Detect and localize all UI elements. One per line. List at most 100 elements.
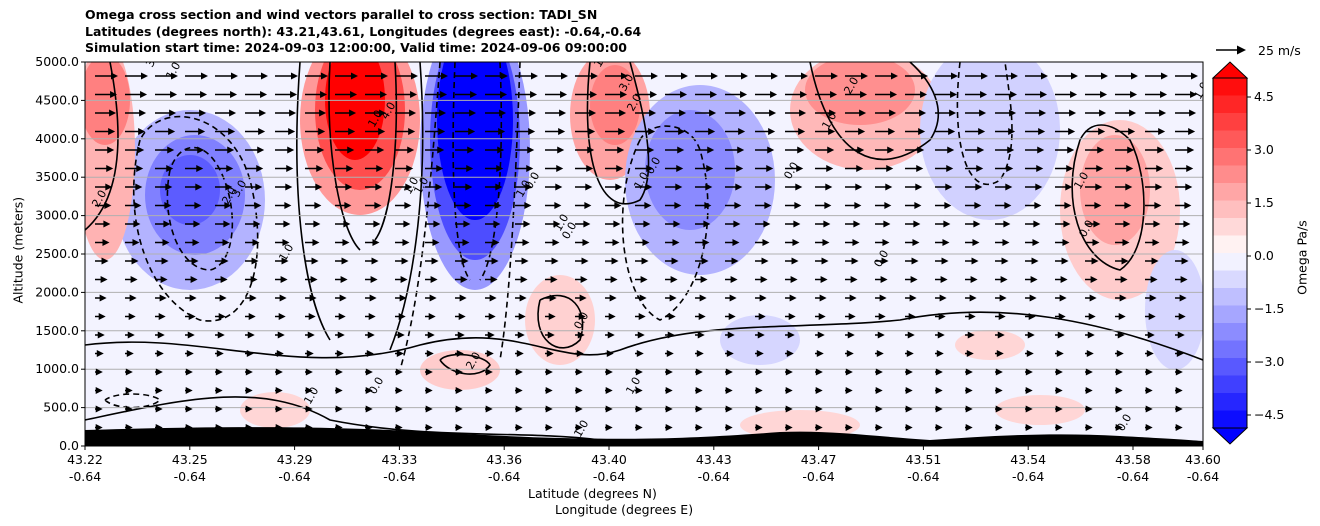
wind-arrow — [215, 165, 234, 172]
wind-arrow — [1025, 202, 1042, 209]
wind-arrow-head — [346, 165, 354, 172]
wind-arrow-head — [495, 183, 503, 191]
wind-arrow-head — [290, 91, 298, 98]
omega-contour — [296, 62, 331, 341]
wind-arrow — [875, 91, 898, 98]
wind-arrow — [815, 91, 838, 98]
wind-arrow — [695, 165, 714, 172]
wind-arrow — [725, 313, 736, 320]
wind-arrow-head — [247, 331, 255, 339]
wind-arrow-head — [1085, 368, 1093, 376]
wind-arrow — [575, 387, 583, 394]
wind-arrow — [1055, 368, 1063, 376]
wind-arrow — [845, 72, 868, 80]
wind-arrow-head — [915, 183, 923, 191]
wind-arrow — [695, 91, 718, 98]
wind-arrow-head — [319, 109, 327, 117]
wind-arrow-head — [824, 202, 832, 209]
wind-arrow — [605, 183, 623, 191]
wind-arrow — [1025, 72, 1048, 80]
x-tick-label-lon: -0.64 — [69, 469, 101, 484]
wind-arrow-head — [785, 405, 793, 413]
wind-arrow-head — [245, 405, 253, 413]
wind-arrow-head — [411, 72, 418, 80]
x-tick-label-lon: -0.64 — [907, 469, 939, 484]
wind-arrow — [395, 424, 403, 431]
wind-arrow-head — [1035, 183, 1043, 191]
wind-arrow — [125, 257, 139, 265]
wind-arrow-head — [1122, 239, 1130, 246]
wind-arrow — [1055, 128, 1076, 135]
wind-arrow — [755, 294, 767, 302]
wind-arrow-head — [1154, 202, 1162, 209]
wind-arrow-head — [95, 424, 103, 431]
wind-arrow-head — [311, 257, 319, 265]
wind-arrow-head — [675, 183, 683, 191]
wind-arrow-head — [665, 424, 673, 431]
wind-arrow-head — [1118, 313, 1126, 320]
wind-arrow-head — [553, 220, 561, 228]
wind-arrow — [635, 294, 647, 302]
wind-arrow — [635, 276, 648, 283]
wind-arrow — [965, 239, 980, 246]
wind-arrow-head — [875, 368, 883, 376]
wind-arrow-head — [318, 128, 326, 135]
wind-arrow-head — [425, 424, 433, 431]
wind-arrow-head — [665, 368, 673, 376]
wind-arrow — [755, 128, 776, 135]
wind-arrow — [665, 91, 688, 98]
omega-blob — [1080, 135, 1150, 245]
wind-arrow — [1145, 91, 1168, 98]
wind-arrow — [395, 405, 403, 413]
wind-arrow-head — [256, 165, 264, 172]
wind-arrow-head — [740, 91, 748, 98]
wind-arrow — [875, 257, 889, 265]
omega-contour — [85, 396, 601, 441]
wind-arrow — [725, 405, 733, 413]
wind-arrow — [275, 202, 292, 209]
wind-arrow — [995, 257, 1009, 265]
x-tick-label-lon: -0.64 — [698, 469, 730, 484]
wind-arrow-head — [1036, 165, 1044, 172]
wind-arrow-head — [815, 368, 823, 376]
wind-arrow-head — [584, 202, 592, 209]
wind-arrow — [275, 313, 286, 320]
wind-arrow-head — [636, 350, 644, 357]
wind-arrow — [1085, 294, 1097, 302]
wind-arrow — [815, 239, 830, 246]
wind-arrow-head — [786, 350, 794, 357]
wind-arrow-head — [974, 202, 982, 209]
wind-arrow — [335, 128, 356, 135]
wind-arrow-head — [1175, 368, 1183, 376]
wind-arrow — [125, 220, 141, 228]
wind-arrow-head — [575, 387, 583, 394]
wind-arrow — [125, 109, 147, 117]
wind-arrow — [305, 165, 324, 172]
wind-arrow — [455, 294, 467, 302]
wind-arrow — [335, 368, 343, 376]
wind-arrow — [365, 387, 373, 394]
wind-arrow — [125, 350, 134, 357]
wind-arrow — [1145, 405, 1153, 413]
wind-arrow — [245, 313, 256, 320]
wind-arrow-head — [159, 294, 167, 302]
wind-arrow-head — [345, 183, 353, 191]
wind-arrow-head — [725, 387, 733, 394]
wind-arrow — [605, 331, 615, 339]
wind-arrow-head — [1185, 183, 1193, 191]
wind-arrow-head — [859, 109, 867, 117]
wind-arrow-head — [941, 257, 949, 265]
wind-arrow — [275, 183, 293, 191]
wind-arrow — [125, 128, 146, 135]
wind-arrow-head — [980, 91, 988, 98]
wind-arrow-head — [677, 146, 685, 154]
wind-arrow — [365, 405, 373, 413]
wind-arrow — [755, 331, 765, 339]
wind-arrow-head — [617, 146, 625, 154]
wind-arrow-head — [125, 405, 133, 413]
wind-arrow-head — [605, 368, 613, 376]
wind-arrow — [545, 109, 567, 117]
wind-arrow-head — [165, 183, 173, 191]
wind-arrow — [305, 128, 326, 135]
wind-arrow — [1025, 405, 1033, 413]
